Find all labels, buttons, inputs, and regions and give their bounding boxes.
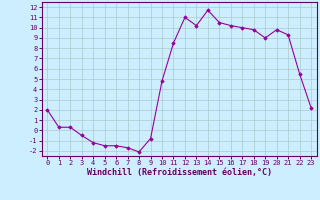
X-axis label: Windchill (Refroidissement éolien,°C): Windchill (Refroidissement éolien,°C): [87, 168, 272, 177]
